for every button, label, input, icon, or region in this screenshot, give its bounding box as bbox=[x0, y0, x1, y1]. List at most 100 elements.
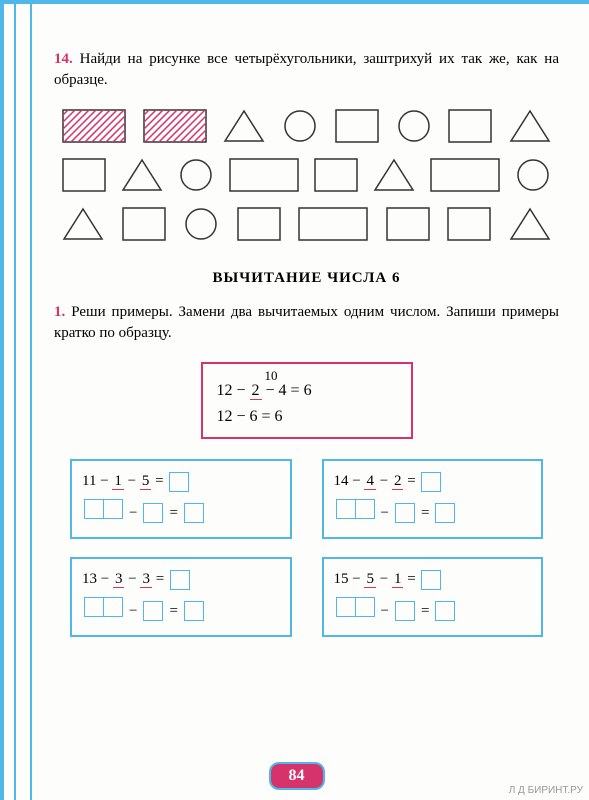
minus-sign: − bbox=[381, 599, 389, 623]
triangle-shape bbox=[62, 207, 104, 241]
ex-u2: 1 bbox=[392, 571, 404, 588]
rect-shape bbox=[122, 207, 166, 241]
circle-shape bbox=[178, 158, 214, 192]
circle-shape bbox=[183, 207, 219, 241]
ex-a: 14 − bbox=[334, 473, 365, 489]
left-margin-rule bbox=[14, 4, 32, 800]
content-area: 14. Найди на рисунке все четырёхугольник… bbox=[4, 4, 589, 637]
rect-wide-shape bbox=[229, 158, 299, 192]
num-box-pair[interactable] bbox=[336, 597, 375, 625]
example-line2: − = bbox=[334, 597, 532, 625]
task-14-body: Найди на рисунке все четырёхугольники, з… bbox=[54, 51, 559, 88]
answer-box[interactable] bbox=[421, 472, 441, 492]
task-14-text: 14. Найди на рисунке все четырёхугольник… bbox=[54, 49, 559, 91]
main-example-line1: 12 − 2 − 4 = 6 bbox=[217, 372, 397, 404]
example-row-2: 13 − 3 − 3 = − = 15 − 5 − 1 = − = bbox=[54, 557, 559, 637]
rect-wide-shape bbox=[298, 207, 368, 241]
sub-box[interactable] bbox=[143, 503, 163, 523]
result-box[interactable] bbox=[184, 601, 204, 621]
result-box[interactable] bbox=[435, 503, 455, 523]
rect-hatched-shape bbox=[62, 109, 126, 143]
ex-u2: 2 bbox=[392, 473, 404, 490]
task-1-body: Реши примеры. Замени два вычитаемых одни… bbox=[54, 304, 559, 341]
result-box[interactable] bbox=[435, 601, 455, 621]
task-1: 1. Реши примеры. Замени два вычитаемых о… bbox=[54, 302, 559, 344]
example-line2: − = bbox=[334, 499, 532, 527]
triangle-shape bbox=[509, 109, 551, 143]
shapes-row bbox=[54, 109, 559, 148]
ex-m: − bbox=[124, 473, 140, 489]
ex-a: 11 − bbox=[82, 473, 112, 489]
equals-sign: = bbox=[169, 501, 177, 525]
section-title: ВЫЧИТАНИЕ ЧИСЛА 6 bbox=[54, 270, 559, 287]
answer-box[interactable] bbox=[421, 570, 441, 590]
answer-box[interactable] bbox=[170, 570, 190, 590]
ex-u1: 4 bbox=[364, 473, 376, 490]
num-box-pair[interactable] bbox=[84, 499, 123, 527]
rect-shape bbox=[62, 158, 106, 192]
triangle-shape bbox=[223, 109, 265, 143]
main-example-line2: 12 − 6 = 6 bbox=[217, 404, 397, 430]
rect-shape bbox=[335, 109, 379, 143]
sub-box[interactable] bbox=[395, 503, 415, 523]
shapes-row bbox=[54, 158, 559, 197]
rect-shape bbox=[386, 207, 430, 241]
example-box-4: 15 − 5 − 1 = − = bbox=[322, 557, 544, 637]
task-1-text: 1. Реши примеры. Замени два вычитаемых о… bbox=[54, 302, 559, 344]
example-box-2: 14 − 4 − 2 = − = bbox=[322, 459, 544, 539]
ex-e: = bbox=[152, 571, 168, 587]
task-14-number: 14. bbox=[54, 51, 73, 67]
rect-shape bbox=[447, 207, 491, 241]
minus-sign: − bbox=[381, 501, 389, 525]
circle-shape bbox=[396, 109, 432, 143]
ex-u1: 5 bbox=[364, 571, 376, 588]
example-line1: 14 − 4 − 2 = bbox=[334, 469, 532, 493]
equals-sign: = bbox=[169, 599, 177, 623]
ex-u2: 5 bbox=[140, 473, 152, 490]
minus-sign: − bbox=[129, 599, 137, 623]
sub-box[interactable] bbox=[143, 601, 163, 621]
main-example-topnum: 10 bbox=[265, 366, 278, 387]
shapes-row bbox=[54, 207, 559, 246]
circle-shape bbox=[515, 158, 551, 192]
sub-box[interactable] bbox=[395, 601, 415, 621]
me-l1-b: 2 bbox=[250, 382, 262, 400]
shapes-grid bbox=[54, 109, 559, 246]
ex-a: 13 − bbox=[82, 571, 113, 587]
main-example-box: 10 12 − 2 − 4 = 6 12 − 6 = 6 bbox=[201, 362, 413, 439]
ex-e: = bbox=[403, 571, 419, 587]
task-1-number: 1. bbox=[54, 304, 65, 320]
example-box-3: 13 − 3 − 3 = − = bbox=[70, 557, 292, 637]
example-line2: − = bbox=[82, 597, 280, 625]
triangle-shape bbox=[121, 158, 163, 192]
ex-u1: 3 bbox=[113, 571, 125, 588]
equals-sign: = bbox=[421, 599, 429, 623]
num-box-pair[interactable] bbox=[336, 499, 375, 527]
me-l1-a: 12 − bbox=[217, 382, 250, 399]
example-box-1: 11 − 1 − 5 = − = bbox=[70, 459, 292, 539]
rect-wide-shape bbox=[430, 158, 500, 192]
ex-e: = bbox=[403, 473, 419, 489]
ex-m: − bbox=[376, 571, 392, 587]
example-line1: 13 − 3 − 3 = bbox=[82, 567, 280, 591]
task-14: 14. Найди на рисунке все четырёхугольник… bbox=[54, 49, 559, 91]
num-box-pair[interactable] bbox=[84, 597, 123, 625]
equals-sign: = bbox=[421, 501, 429, 525]
ex-m: − bbox=[124, 571, 140, 587]
ex-u2: 3 bbox=[140, 571, 152, 588]
ex-e: = bbox=[151, 473, 167, 489]
ex-a: 15 − bbox=[334, 571, 365, 587]
example-line2: − = bbox=[82, 499, 280, 527]
rect-shape bbox=[314, 158, 358, 192]
example-line1: 15 − 5 − 1 = bbox=[334, 567, 532, 591]
triangle-shape bbox=[509, 207, 551, 241]
rect-shape bbox=[448, 109, 492, 143]
page: 14. Найди на рисунке все четырёхугольник… bbox=[0, 0, 589, 800]
ex-m: − bbox=[376, 473, 392, 489]
ex-u1: 1 bbox=[112, 473, 124, 490]
answer-box[interactable] bbox=[169, 472, 189, 492]
rect-hatched-shape bbox=[143, 109, 207, 143]
minus-sign: − bbox=[129, 501, 137, 525]
result-box[interactable] bbox=[184, 503, 204, 523]
example-row-1: 11 − 1 − 5 = − = 14 − 4 − 2 = − = bbox=[54, 459, 559, 539]
